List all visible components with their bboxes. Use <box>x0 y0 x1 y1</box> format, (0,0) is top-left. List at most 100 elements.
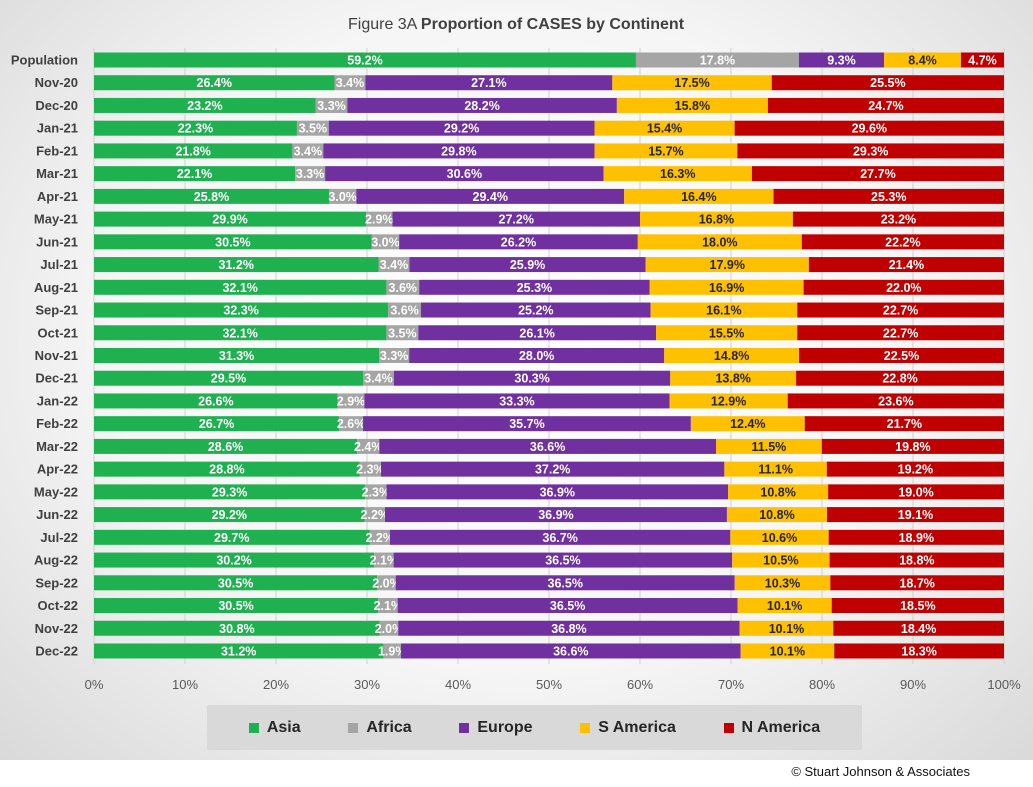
legend-label-africa: Africa <box>366 718 412 736</box>
category-label-feb-22: Feb-22 <box>36 416 78 431</box>
data-label-sep-21-n-america: 22.7% <box>883 304 918 318</box>
bar-nov-22-s-america <box>739 620 834 636</box>
bar-sep-22-s-america <box>734 575 831 591</box>
data-label-oct-21-africa: 3.5% <box>388 326 417 340</box>
bar-jul-22-africa <box>369 529 390 545</box>
bar-feb-22-africa <box>339 416 364 432</box>
data-label-aug-21-asia: 32.1% <box>222 281 257 295</box>
data-label-jan-21-europe: 29.2% <box>444 122 479 136</box>
bar-dec-21-africa <box>362 370 394 386</box>
data-label-apr-22-n-america: 19.2% <box>898 463 933 477</box>
x-tick-label-3: 30% <box>354 677 380 692</box>
data-label-apr-21-asia: 25.8% <box>194 190 229 204</box>
footer: © Stuart Johnson & Associates <box>0 760 1033 787</box>
legend: Asia Africa Europe S America N America <box>207 705 862 750</box>
category-label-nov-20: Nov-20 <box>35 75 78 90</box>
data-label-feb-21-asia: 21.8% <box>175 144 210 158</box>
bar-nov-22-africa <box>379 620 399 636</box>
data-label-feb-21-europe: 29.8% <box>441 144 476 158</box>
data-label-oct-22-s-america: 10.1% <box>767 599 802 613</box>
data-label-jul-21-asia: 31.2% <box>219 258 254 272</box>
bar-nov-22-europe <box>398 620 740 636</box>
bar-dec-21-n-america <box>796 370 1004 386</box>
data-label-population-asia: 59.2% <box>347 54 382 68</box>
bar-aug-21-asia <box>94 279 387 295</box>
data-label-nov-22-n-america: 18.4% <box>901 622 936 636</box>
category-label-jan-22: Jan-22 <box>37 393 78 408</box>
bar-apr-21-europe <box>356 188 625 204</box>
data-label-dec-22-n-america: 18.3% <box>901 644 936 658</box>
data-label-may-22-s-america: 10.8% <box>760 485 795 499</box>
bar-aug-21-s-america <box>649 279 804 295</box>
bar-dec-22-n-america <box>834 643 1004 659</box>
x-tick-label-7: 70% <box>718 677 744 692</box>
bar-oct-22-europe <box>397 598 738 614</box>
chart-title-prefix: Figure 3A <box>348 16 421 33</box>
data-label-mar-22-asia: 28.6% <box>208 440 243 454</box>
category-label-mar-22: Mar-22 <box>36 439 78 454</box>
data-label-sep-22-n-america: 18.7% <box>899 576 934 590</box>
data-label-may-22-africa: 2.3% <box>362 485 391 499</box>
data-label-jun-21-africa: 3.0% <box>371 235 400 249</box>
bar-apr-21-africa <box>329 188 357 204</box>
bar-dec-21-asia <box>94 370 363 386</box>
category-label-dec-21: Dec-21 <box>35 371 78 386</box>
bar-sep-21-n-america <box>797 302 1004 318</box>
data-label-oct-22-asia: 30.5% <box>218 599 253 613</box>
data-label-jan-22-europe: 33.3% <box>499 394 534 408</box>
bar-dec-22-africa <box>383 643 402 659</box>
bar-nov-20-asia <box>94 75 335 91</box>
copyright-text: © Stuart Johnson & Associates <box>791 764 970 779</box>
bar-nov-22-asia <box>94 620 380 636</box>
chart-area: Figure 3A Proportion of CASES by Contine… <box>0 0 1033 760</box>
data-label-dec-20-n-america: 24.7% <box>868 99 903 113</box>
data-label-oct-21-n-america: 22.7% <box>883 326 918 340</box>
data-label-jun-21-s-america: 18.0% <box>702 235 737 249</box>
bar-mar-22-s-america <box>716 438 822 454</box>
bar-apr-22-n-america <box>826 461 1004 477</box>
bar-nov-21-s-america <box>664 347 800 363</box>
x-tick-label-0: 0% <box>85 677 104 692</box>
legend-item-africa: Africa <box>348 718 412 737</box>
data-label-jan-22-africa: 2.9% <box>337 394 366 408</box>
bar-nov-21-africa <box>379 347 410 363</box>
category-label-jul-21: Jul-21 <box>40 257 78 272</box>
bar-jan-21-s-america <box>594 120 735 136</box>
data-label-jun-21-n-america: 22.2% <box>885 235 920 249</box>
data-label-nov-20-asia: 26.4% <box>197 76 232 90</box>
bar-mar-21-n-america <box>751 166 1004 182</box>
data-label-aug-22-europe: 36.5% <box>545 554 580 568</box>
category-label-sep-22: Sep-22 <box>35 575 78 590</box>
category-label-jan-21: Jan-21 <box>37 121 78 136</box>
bar-population-africa <box>635 52 799 68</box>
data-label-jul-22-n-america: 18.9% <box>899 531 934 545</box>
x-tick-label-9: 90% <box>900 677 926 692</box>
legend-item-europe: Europe <box>459 719 533 737</box>
bar-jun-21-europe <box>399 234 638 250</box>
data-label-nov-22-asia: 30.8% <box>219 622 254 636</box>
legend-label-n-america: N America <box>741 718 821 736</box>
bar-jun-21-africa <box>371 234 400 250</box>
data-label-jun-21-asia: 30.5% <box>215 235 250 249</box>
bar-feb-21-s-america <box>594 143 738 159</box>
category-label-jun-22: Jun-22 <box>36 507 78 522</box>
x-tick-label-4: 40% <box>445 677 471 692</box>
data-label-jan-22-asia: 26.6% <box>198 394 233 408</box>
bar-oct-21-europe <box>418 325 657 341</box>
bar-nov-21-n-america <box>799 347 1004 363</box>
bar-may-21-s-america <box>640 211 793 227</box>
bar-feb-22-s-america <box>690 416 805 432</box>
bar-apr-22-africa <box>359 461 382 477</box>
data-label-apr-22-asia: 28.8% <box>209 463 244 477</box>
data-label-apr-22-s-america: 11.1% <box>758 463 793 477</box>
category-label-apr-22: Apr-22 <box>37 462 78 477</box>
x-tick-label-2: 20% <box>263 677 289 692</box>
data-label-nov-21-s-america: 14.8% <box>714 349 749 363</box>
data-label-population-s-america: 8.4% <box>908 54 937 68</box>
data-label-feb-21-n-america: 29.3% <box>853 144 888 158</box>
bar-jun-22-asia <box>94 507 365 523</box>
bar-feb-21-europe <box>323 143 595 159</box>
data-label-apr-22-europe: 37.2% <box>535 463 570 477</box>
legend-label-asia: Asia <box>266 718 301 736</box>
bar-jun-22-s-america <box>726 507 828 523</box>
